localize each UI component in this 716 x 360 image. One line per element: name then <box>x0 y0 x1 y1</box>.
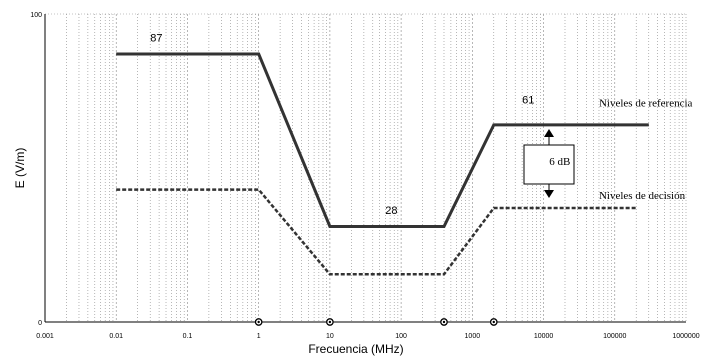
six-db-box <box>523 144 575 185</box>
label-decision-levels: Niveles de decisión <box>599 190 686 202</box>
six-db-bracket <box>523 129 575 198</box>
six-db-arrowhead-down <box>544 190 554 198</box>
y-tick-label: 0 <box>38 320 42 327</box>
label-reference-levels: Niveles de referencia <box>599 97 693 109</box>
label-6-db: 6 dB <box>549 156 570 168</box>
x-axis-title: Frecuencia (MHz) <box>308 342 403 356</box>
y-tick-label: 100 <box>30 12 42 19</box>
series-decision-levels <box>116 188 637 276</box>
axes <box>44 14 686 323</box>
y-axis-title: E (V/m) <box>13 148 27 189</box>
frequency-markers <box>254 318 498 326</box>
frequency-marker-dot <box>257 320 260 324</box>
x-tick-label: 10000 <box>534 333 554 340</box>
y-tick-labels: 0 100 <box>30 12 42 327</box>
x-tick-label: 1000000 <box>672 333 699 340</box>
x-tick-label: 100000 <box>603 333 626 340</box>
frequency-marker-dot <box>328 320 332 324</box>
x-tick-label: 0.001 <box>36 333 54 340</box>
x-tick-label: 0.1 <box>183 333 193 340</box>
x-tick-label: 10 <box>326 333 334 340</box>
label-28: 28 <box>385 205 397 217</box>
x-tick-labels: 0.001 0.01 0.1 1 10 100 1000 10000 100000 1000000 <box>36 333 699 340</box>
x-tick-label: 100 <box>395 333 407 340</box>
x-tick-label: 0.01 <box>109 333 123 340</box>
grid <box>45 13 687 322</box>
label-87: 87 <box>150 33 162 45</box>
series-reference-levels <box>116 52 649 228</box>
frequency-marker-dot <box>442 320 446 324</box>
six-db-arrowhead-up <box>544 129 554 137</box>
frequency-marker-dot <box>492 320 495 324</box>
label-61: 61 <box>522 94 534 106</box>
x-tick-label: 1 <box>257 333 261 340</box>
series-group <box>116 52 649 276</box>
annotations: 87 28 61 6 dB Niveles de referencia Niveles d… <box>150 33 692 217</box>
x-tick-label: 1000 <box>465 333 481 340</box>
